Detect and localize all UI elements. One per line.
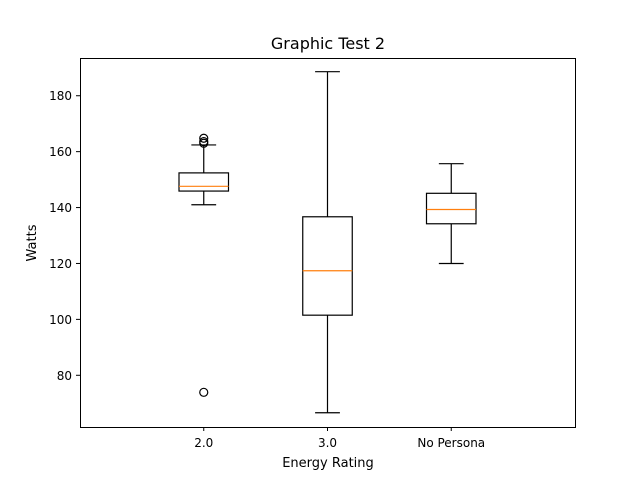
box-group [178,133,230,397]
outlier-point [199,133,209,143]
box-series [178,71,477,414]
y-axis-label: Watts [25,224,40,261]
y-tick-label: 80 [57,369,72,383]
x-axis-label: Energy Rating [282,456,374,471]
box-iqr [425,192,477,225]
box-group [302,71,353,414]
outlier-point [199,387,209,397]
box-iqr [178,172,230,192]
y-tick-label: 120 [49,257,72,271]
outlier-point [199,138,209,148]
x-axis: 2.0 3.0 No Persona [194,427,485,450]
box-group [425,163,477,265]
y-tick-label: 100 [49,313,72,327]
chart-title: Graphic Test 2 [271,34,385,53]
y-tick-label: 180 [49,89,72,103]
x-tick-label: No Persona [417,436,485,450]
x-tick-label: 2.0 [194,436,213,450]
y-tick-label: 140 [49,201,72,215]
y-axis: 80 100 120 140 160 180 [49,89,80,383]
y-tick-label: 160 [49,145,72,159]
box-iqr [302,216,353,316]
x-tick-label: 3.0 [318,436,337,450]
